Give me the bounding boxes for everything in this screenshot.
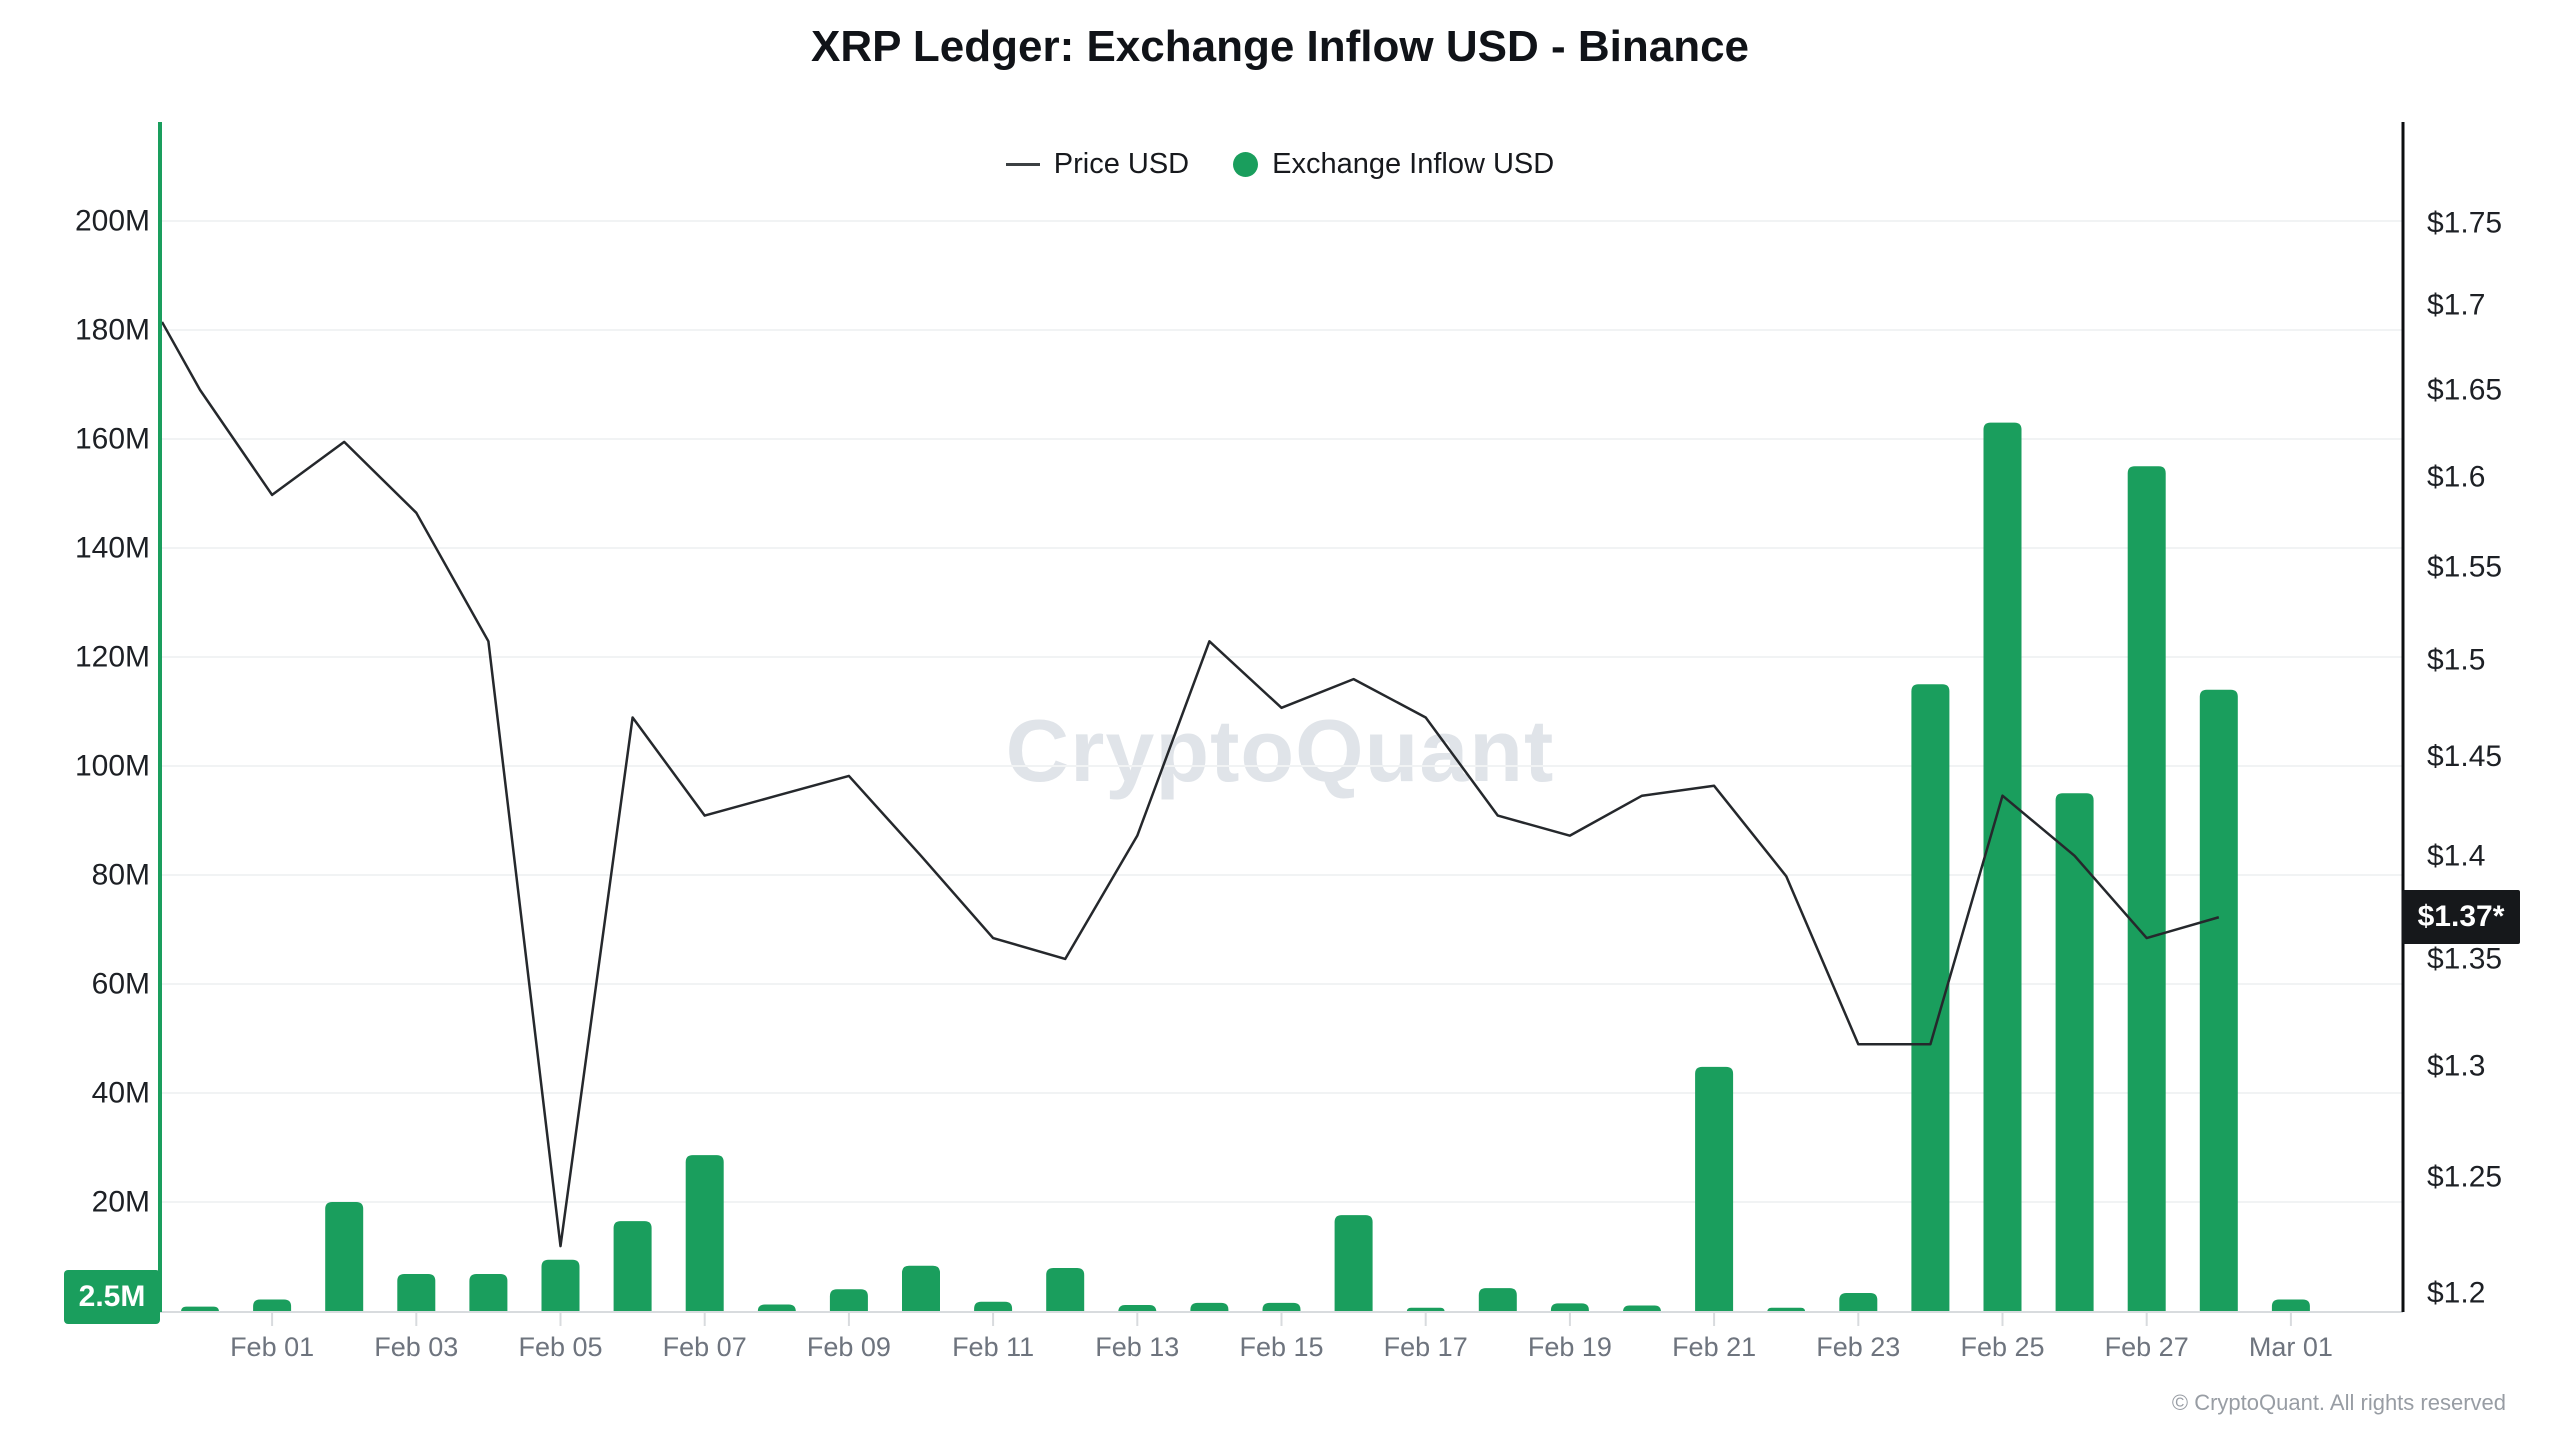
x-axis-label-feb-05: Feb 05 <box>518 1332 602 1362</box>
left-axis-tick-140M: 140M <box>75 532 150 565</box>
x-axis-label-feb-13: Feb 13 <box>1095 1332 1179 1362</box>
bar-feb-21[interactable] <box>1695 1066 1734 1312</box>
left-axis-tick-100M: 100M <box>75 750 150 783</box>
current-price-badge: $1.37* <box>2402 890 2520 945</box>
bar-feb-01[interactable] <box>253 1299 292 1312</box>
left-axis-tick-180M: 180M <box>75 314 150 347</box>
left-axis-tick-40M: 40M <box>92 1077 150 1110</box>
bar-feb-18[interactable] <box>1478 1288 1517 1312</box>
x-axis-label-feb-19: Feb 19 <box>1528 1332 1612 1362</box>
right-axis-tick-1.3: $1.3 <box>2427 1049 2485 1082</box>
bar-feb-19[interactable] <box>1550 1303 1589 1312</box>
bar-feb-07[interactable] <box>685 1155 724 1312</box>
bar-feb-04[interactable] <box>469 1273 508 1312</box>
left-axis-tick-120M: 120M <box>75 641 150 674</box>
bar-feb-14[interactable] <box>1190 1302 1229 1312</box>
copyright-text: © CryptoQuant. All rights reserved <box>2171 1390 2506 1415</box>
bar-feb-25[interactable] <box>1983 422 2022 1312</box>
right-axis-tick-1.6: $1.6 <box>2427 461 2485 494</box>
right-axis-tick-1.55: $1.55 <box>2427 551 2502 584</box>
legend-inflow-label: Exchange Inflow USD <box>1272 148 1555 180</box>
left-axis-tick-160M: 160M <box>75 423 150 456</box>
bar-feb-15[interactable] <box>1262 1302 1301 1312</box>
x-axis-label-feb-23: Feb 23 <box>1816 1332 1900 1362</box>
bar-feb-27[interactable] <box>2127 466 2166 1312</box>
x-axis-label-feb-15: Feb 15 <box>1239 1332 1323 1362</box>
right-axis-tick-1.5: $1.5 <box>2427 644 2485 677</box>
x-axis-label-feb-21: Feb 21 <box>1672 1332 1756 1362</box>
inflow-dot-icon <box>1233 152 1259 177</box>
left-axis-tick-80M: 80M <box>92 859 150 892</box>
bar-feb-20[interactable] <box>1623 1305 1661 1312</box>
right-axis-tick-1.2: $1.2 <box>2427 1277 2485 1310</box>
left-axis-tick-200M: 200M <box>75 205 150 238</box>
bar-feb-24[interactable] <box>1911 684 1950 1312</box>
bar-feb-08[interactable] <box>757 1304 796 1312</box>
x-axis-label-feb-25: Feb 25 <box>1960 1332 2044 1362</box>
bar-feb-13[interactable] <box>1118 1305 1157 1312</box>
chart-legend: Price USD Exchange Inflow USD <box>0 148 2560 181</box>
bar-feb-16[interactable] <box>1334 1215 1373 1312</box>
x-axis-label-feb-07: Feb 07 <box>663 1332 747 1362</box>
bar-feb-10[interactable] <box>902 1265 940 1312</box>
x-axis-label-mar-01: Mar 01 <box>2249 1332 2333 1362</box>
bar-feb-23[interactable] <box>1839 1293 1878 1312</box>
x-axis-label-feb-17: Feb 17 <box>1384 1332 1468 1362</box>
legend-item-inflow[interactable]: Exchange Inflow USD <box>1233 148 1554 181</box>
bar-jan-31[interactable] <box>181 1306 219 1312</box>
x-axis-label-feb-01: Feb 01 <box>230 1332 314 1362</box>
bar-feb-03[interactable] <box>397 1273 436 1312</box>
bar-mar-01[interactable] <box>2271 1299 2310 1312</box>
price-line[interactable] <box>160 321 2220 1248</box>
bar-feb-05[interactable] <box>541 1259 580 1312</box>
x-axis-label-feb-11: Feb 11 <box>952 1332 1034 1362</box>
right-axis-tick-1.25: $1.25 <box>2427 1161 2502 1194</box>
legend-item-price[interactable]: Price USD <box>1005 148 1190 181</box>
price-line-icon <box>1005 163 1040 166</box>
bar-feb-06[interactable] <box>613 1221 652 1312</box>
right-axis-tick-1.4: $1.4 <box>2427 839 2485 872</box>
bar-feb-02[interactable] <box>325 1202 364 1312</box>
bar-feb-26[interactable] <box>2055 793 2094 1312</box>
x-axis-label-feb-27: Feb 27 <box>2105 1332 2189 1362</box>
bar-feb-09[interactable] <box>829 1289 868 1312</box>
x-axis-label-feb-03: Feb 03 <box>374 1332 458 1362</box>
right-axis-tick-1.7: $1.7 <box>2427 289 2485 322</box>
right-axis-tick-1.65: $1.65 <box>2427 373 2502 406</box>
bar-feb-17[interactable] <box>1406 1307 1445 1312</box>
right-axis-tick-1.75: $1.75 <box>2427 206 2502 239</box>
left-axis-tick-20M: 20M <box>92 1186 150 1219</box>
bar-feb-11[interactable] <box>974 1301 1013 1312</box>
x-axis-label-feb-09: Feb 09 <box>807 1332 891 1362</box>
bar-feb-28[interactable] <box>2199 689 2238 1312</box>
bar-feb-22[interactable] <box>1767 1307 1806 1312</box>
current-inflow-badge: 2.5M <box>64 1270 160 1325</box>
right-axis-tick-1.35: $1.35 <box>2427 942 2502 975</box>
left-axis-tick-60M: 60M <box>92 968 150 1001</box>
legend-price-label: Price USD <box>1053 148 1190 180</box>
bar-feb-12[interactable] <box>1046 1267 1085 1312</box>
right-axis-tick-1.45: $1.45 <box>2427 740 2502 773</box>
page-title: XRP Ledger: Exchange Inflow USD - Binanc… <box>810 22 1750 71</box>
